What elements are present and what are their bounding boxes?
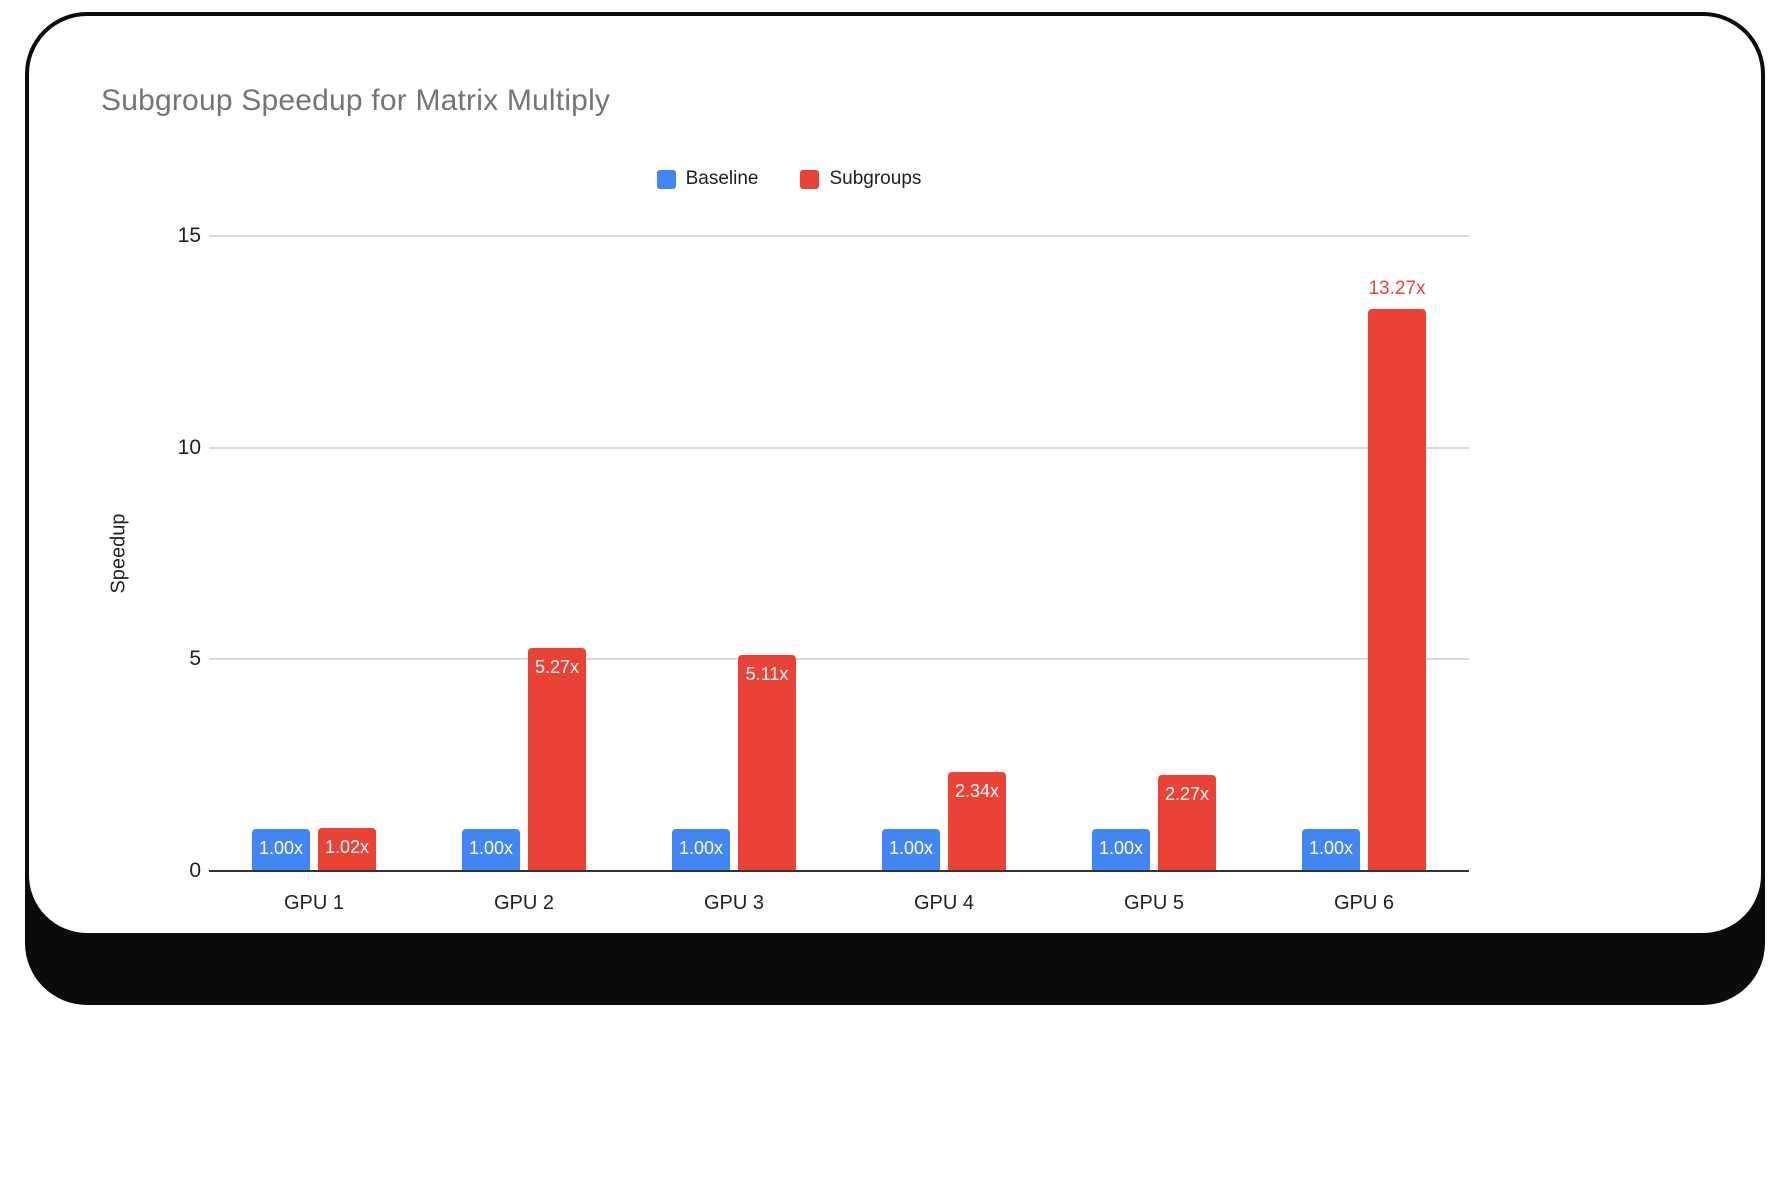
bar-group: 1.00x 2.34x <box>882 236 1006 871</box>
bar-group: 1.00x 5.27x <box>462 236 586 871</box>
y-tick-label: 15 <box>177 224 201 247</box>
chart-legend: Baseline Subgroups <box>29 168 1549 190</box>
bar-subgroups: 5.27x <box>528 647 586 871</box>
x-category-label: GPU 3 <box>703 892 765 914</box>
bar-subgroups: 2.34x <box>948 771 1006 871</box>
bar-group: 1.00x 13.27x <box>1302 236 1426 871</box>
bars-row: 1.00x 1.02x 1.00x 5.27x 1.00x 5.11x 1.00x 2.34x… <box>209 236 1469 871</box>
bar-baseline: 1.00x <box>462 828 520 871</box>
bar-value-label: 5.27x <box>534 656 580 677</box>
bar-subgroups: 13.27x <box>1368 278 1426 871</box>
bar-subgroups: 1.02x <box>318 827 376 871</box>
chart-card: Subgroup Speedup for Matrix Multiply Bas… <box>25 12 1765 937</box>
x-category-label: GPU 2 <box>493 892 555 914</box>
bar-subgroups: 5.11x <box>738 654 796 871</box>
x-axis-line <box>209 870 1469 872</box>
bar-subgroups: 2.27x <box>1158 774 1216 871</box>
gridline <box>209 658 1469 661</box>
chart-title: Subgroup Speedup for Matrix Multiply <box>101 84 611 117</box>
bar-group: 1.00x 2.27x <box>1092 236 1216 871</box>
bar-value-label: 1.00x <box>468 837 514 858</box>
bar-group: 1.00x 1.02x <box>252 236 376 871</box>
legend-swatch-baseline <box>656 169 676 189</box>
bar-value-label: 2.34x <box>954 780 1000 801</box>
bar-baseline: 1.00x <box>672 828 730 871</box>
x-category-label: GPU 6 <box>1333 892 1395 914</box>
gridline <box>209 235 1469 237</box>
y-tick-label: 0 <box>189 859 201 882</box>
bar-baseline: 1.00x <box>882 828 940 871</box>
gridline <box>209 446 1469 449</box>
y-tick-label: 5 <box>189 647 201 671</box>
bar-value-label: 1.02x <box>324 836 370 857</box>
legend-swatch-subgroups <box>800 169 820 189</box>
bar-value-label: 1.00x <box>1098 837 1144 858</box>
bar-group: 1.00x 5.11x <box>672 236 796 871</box>
legend-item-baseline: Baseline <box>656 168 759 190</box>
legend-label: Baseline <box>685 168 759 189</box>
x-axis-labels: GPU 1 GPU 2 GPU 3 GPU 4 GPU 5 GPU 6 <box>209 892 1469 915</box>
bar-value-label: 1.00x <box>888 837 934 858</box>
bar-value-label: 1.00x <box>258 837 304 858</box>
bar-value-label: 13.27x <box>1368 278 1426 300</box>
x-category-label: GPU 1 <box>283 892 345 914</box>
bar-value-label: 1.00x <box>1308 837 1354 858</box>
x-category-label: GPU 4 <box>913 892 975 914</box>
legend-item-subgroups: Subgroups <box>800 168 921 190</box>
bar-baseline: 1.00x <box>252 828 310 871</box>
bar-value-label: 5.11x <box>745 663 789 684</box>
x-category-label: GPU 5 <box>1123 892 1185 914</box>
legend-label: Subgroups <box>829 168 922 189</box>
y-tick-label: 10 <box>177 435 201 459</box>
bar-value-label: 2.27x <box>1164 783 1210 804</box>
plot-area: 1.00x 1.02x 1.00x 5.27x 1.00x 5.11x 1.00x 2.34x… <box>209 235 1469 872</box>
y-axis-ticks: 0 5 10 15 <box>29 224 201 882</box>
bar-baseline: 1.00x <box>1092 828 1150 871</box>
bar-value-label: 1.00x <box>678 837 724 858</box>
bar-baseline: 1.00x <box>1302 828 1360 871</box>
